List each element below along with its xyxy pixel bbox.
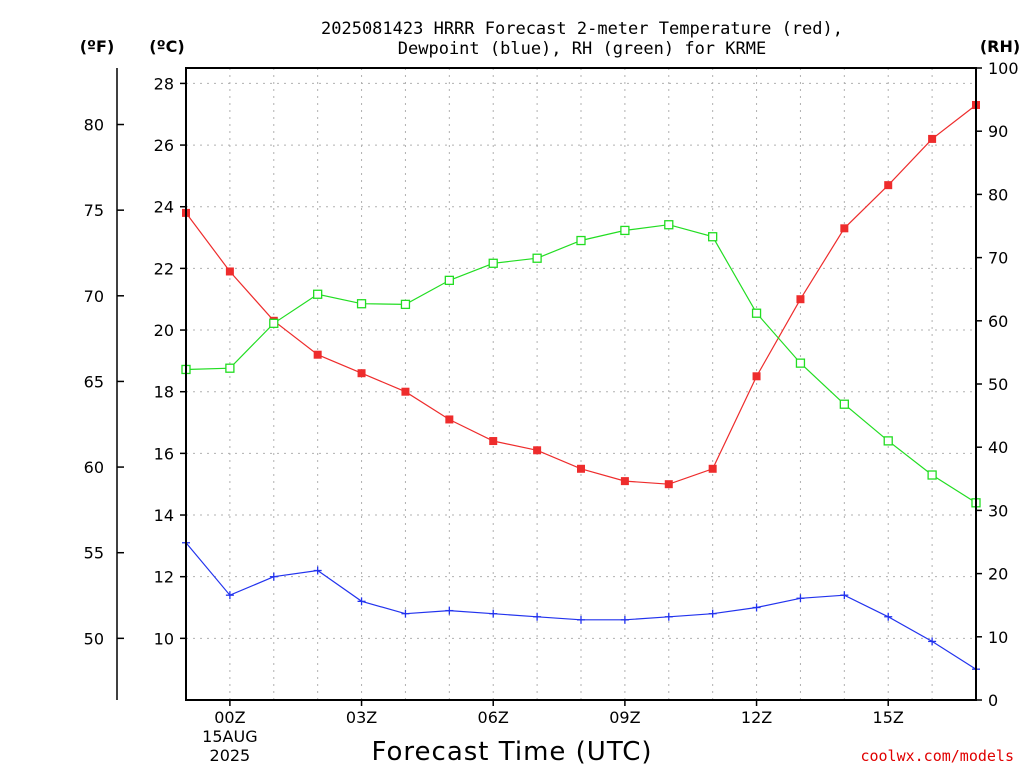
rh-tick-label: 10 [988, 628, 1008, 647]
rh-tick-label: 80 [988, 185, 1008, 204]
rh-point [576, 235, 586, 246]
celsius-tick-label: 28 [154, 74, 174, 93]
axes: 10 12 14 16 18 20 22 24 26 28 50 55 60 65 70 75 80 0 10 20 3… [84, 59, 1019, 765]
temperature-line [185, 104, 977, 485]
fahrenheit-unit-label: (ºF) [80, 37, 115, 56]
temperature-point [928, 134, 937, 143]
celsius-unit-label: (ºC) [149, 37, 184, 56]
rh-tick-label: 100 [988, 59, 1019, 78]
temperature-point [225, 267, 234, 276]
rh-point [444, 275, 454, 286]
rh-point [225, 363, 235, 373]
dewpoint-point [533, 612, 542, 621]
dewpoint-point [401, 609, 410, 618]
rh-tick-label: 70 [988, 249, 1008, 268]
dewpoint-point [664, 612, 673, 621]
rh-point [927, 470, 937, 480]
temperature-point [357, 369, 366, 378]
rh-tick-label: 60 [988, 312, 1008, 331]
rh-point [532, 253, 542, 263]
dewpoint-point [884, 612, 893, 621]
series-group [181, 100, 981, 674]
dewpoint-point [577, 615, 585, 624]
dewpoint-point [445, 606, 454, 615]
rh-point [488, 258, 498, 268]
dewpoint-point [708, 609, 717, 618]
rh-point [269, 318, 279, 328]
dewpoint-point [225, 591, 234, 600]
dewpoint-point [357, 597, 366, 606]
celsius-tick-label: 26 [154, 136, 174, 155]
celsius-tick-label: 12 [154, 568, 174, 587]
x-tick-label: 06Z [478, 708, 509, 727]
rh-tick-label: 90 [988, 122, 1008, 141]
fahrenheit-tick-label: 75 [84, 201, 104, 220]
celsius-tick-label: 24 [154, 198, 174, 217]
rh-point [400, 299, 411, 310]
dewpoint-point [489, 609, 498, 618]
grid [186, 68, 976, 700]
rh-unit-label: (RH) [980, 37, 1020, 56]
credit-label: coolwx.com/models [860, 747, 1014, 765]
chart-title-line2: Dewpoint (blue), RH (green) for KRME [398, 39, 766, 59]
dewpoint-point [928, 637, 937, 646]
temperature-point [796, 295, 805, 304]
rh-point [751, 308, 762, 318]
x-axis-label: Forecast Time (UTC) [371, 737, 652, 767]
rh-tick-label: 20 [988, 565, 1008, 584]
dewpoint-point [269, 572, 278, 581]
rh-point [708, 232, 718, 242]
celsius-tick-label: 18 [154, 383, 174, 402]
chart-title-line1: 2025081423 HRRR Forecast 2-meter Tempera… [321, 19, 843, 39]
temperature-point [620, 477, 629, 486]
x-tick-label: 09Z [609, 708, 640, 727]
temperature-point [489, 437, 498, 446]
rh-point [883, 436, 893, 446]
temperature-point [752, 372, 761, 381]
fahrenheit-tick-label: 70 [84, 287, 104, 306]
celsius-tick-label: 14 [154, 506, 174, 525]
celsius-tick-label: 20 [154, 321, 174, 340]
temperature-point [533, 446, 542, 455]
fahrenheit-tick-label: 60 [84, 458, 104, 477]
celsius-tick-label: 22 [154, 259, 174, 278]
temperature-point [664, 480, 673, 489]
fahrenheit-tick-label: 65 [84, 372, 104, 391]
temperature-point [401, 387, 410, 396]
temperature-point [840, 224, 849, 233]
rh-tick-label: 30 [988, 501, 1008, 520]
dewpoint-point [752, 603, 761, 612]
rh-tick-label: 0 [988, 691, 998, 710]
temperature-point [445, 415, 454, 424]
dewpoint-point [313, 566, 322, 575]
temperature-point [884, 181, 893, 190]
rh-point [356, 299, 367, 309]
rh-point [795, 358, 806, 368]
rh-tick-label: 50 [988, 375, 1008, 394]
celsius-tick-label: 10 [154, 629, 174, 648]
x-tick-label: 12Z [741, 708, 772, 727]
dewpoint-point [840, 591, 849, 600]
plot-frame [185, 67, 977, 701]
fahrenheit-tick-label: 80 [84, 116, 104, 135]
rh-point [839, 399, 849, 409]
x-tick-date-label: 15AUG [202, 727, 257, 746]
x-tick-year-label: 2025 [210, 746, 251, 765]
rh-point [664, 220, 674, 230]
temperature-point [708, 464, 717, 473]
x-tick-label: 03Z [346, 708, 377, 727]
celsius-tick-label: 16 [154, 444, 174, 463]
rh-point [313, 289, 323, 299]
fahrenheit-tick-label: 50 [84, 629, 104, 648]
dewpoint-point [796, 594, 805, 603]
rh-point [620, 225, 630, 236]
x-tick-label: 00Z [214, 708, 245, 727]
temperature-point [313, 350, 322, 359]
temperature-point [577, 464, 585, 473]
dewpoint-point [620, 615, 629, 624]
fahrenheit-tick-label: 55 [84, 544, 104, 563]
rh-tick-label: 40 [988, 438, 1008, 457]
x-tick-label: 15Z [873, 708, 904, 727]
